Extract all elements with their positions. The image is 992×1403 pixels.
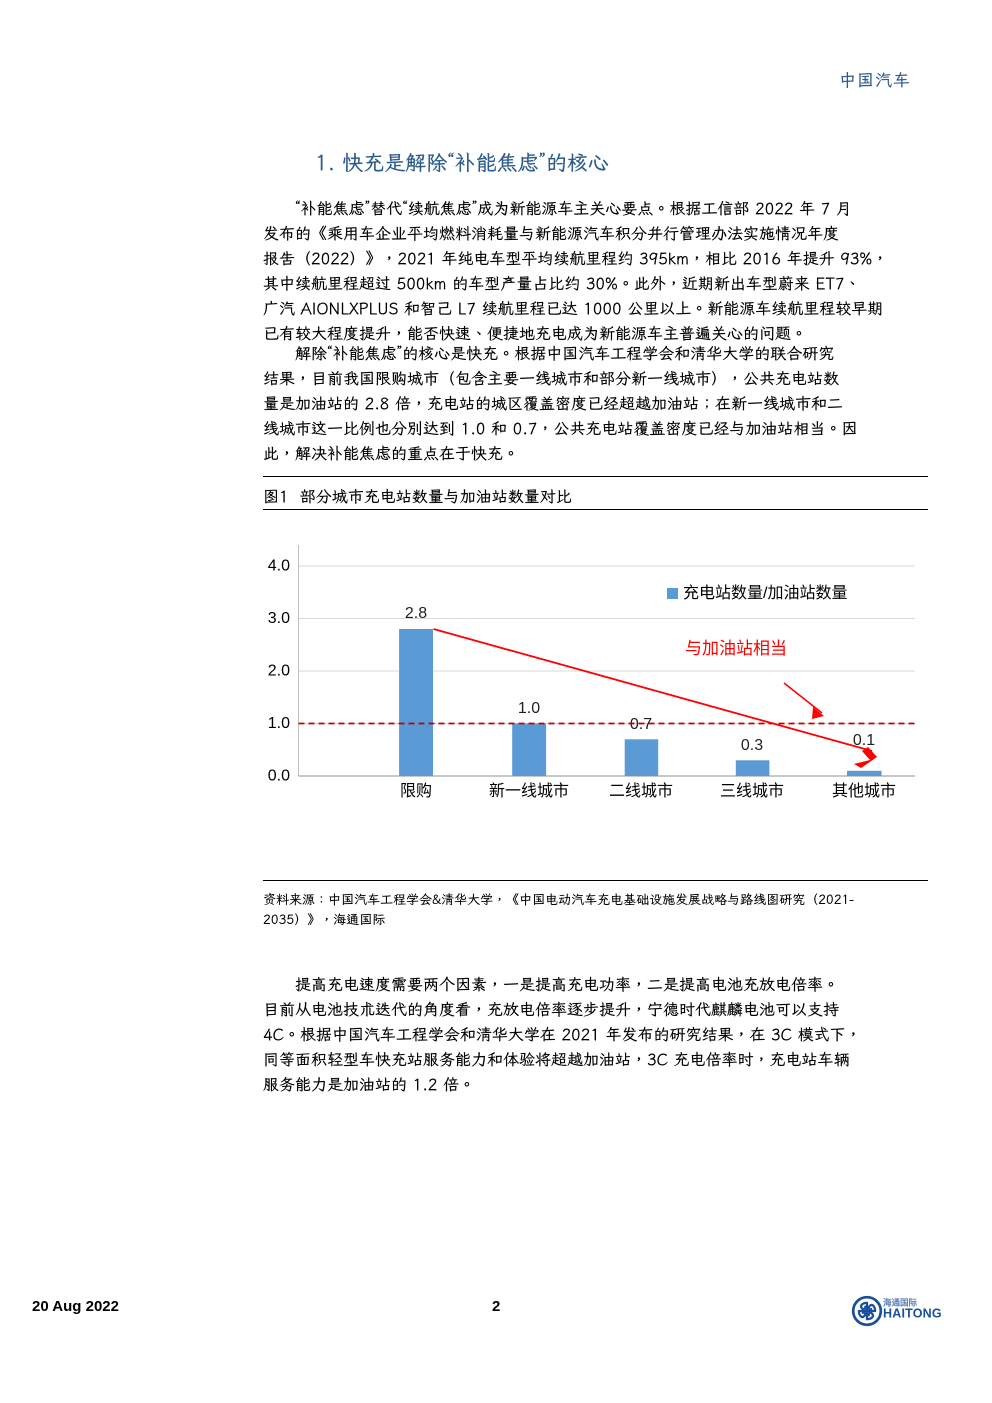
svg-text:三线城市: 三线城市 xyxy=(720,782,784,800)
svg-text:2.8: 2.8 xyxy=(405,605,427,622)
svg-text:新一线城市: 新一线城市 xyxy=(489,782,569,800)
svg-text:1.0: 1.0 xyxy=(268,715,290,732)
svg-text:4.0: 4.0 xyxy=(268,558,290,575)
svg-text:二线城市: 二线城市 xyxy=(609,782,673,800)
svg-text:0.3: 0.3 xyxy=(741,737,763,754)
svg-text:与加油站相当: 与加油站相当 xyxy=(685,639,787,658)
svg-text:HAITONG: HAITONG xyxy=(883,1307,942,1321)
svg-text:0.7: 0.7 xyxy=(630,716,652,733)
svg-text:其他城市: 其他城市 xyxy=(832,782,896,800)
svg-text:1.0: 1.0 xyxy=(518,700,540,717)
svg-text:2.0: 2.0 xyxy=(268,663,290,680)
svg-text:充电站数量/加油站数量: 充电站数量/加油站数量 xyxy=(683,584,847,602)
svg-text:3.0: 3.0 xyxy=(268,610,290,627)
svg-text:0.0: 0.0 xyxy=(268,768,290,785)
svg-text:限购: 限购 xyxy=(400,782,432,800)
